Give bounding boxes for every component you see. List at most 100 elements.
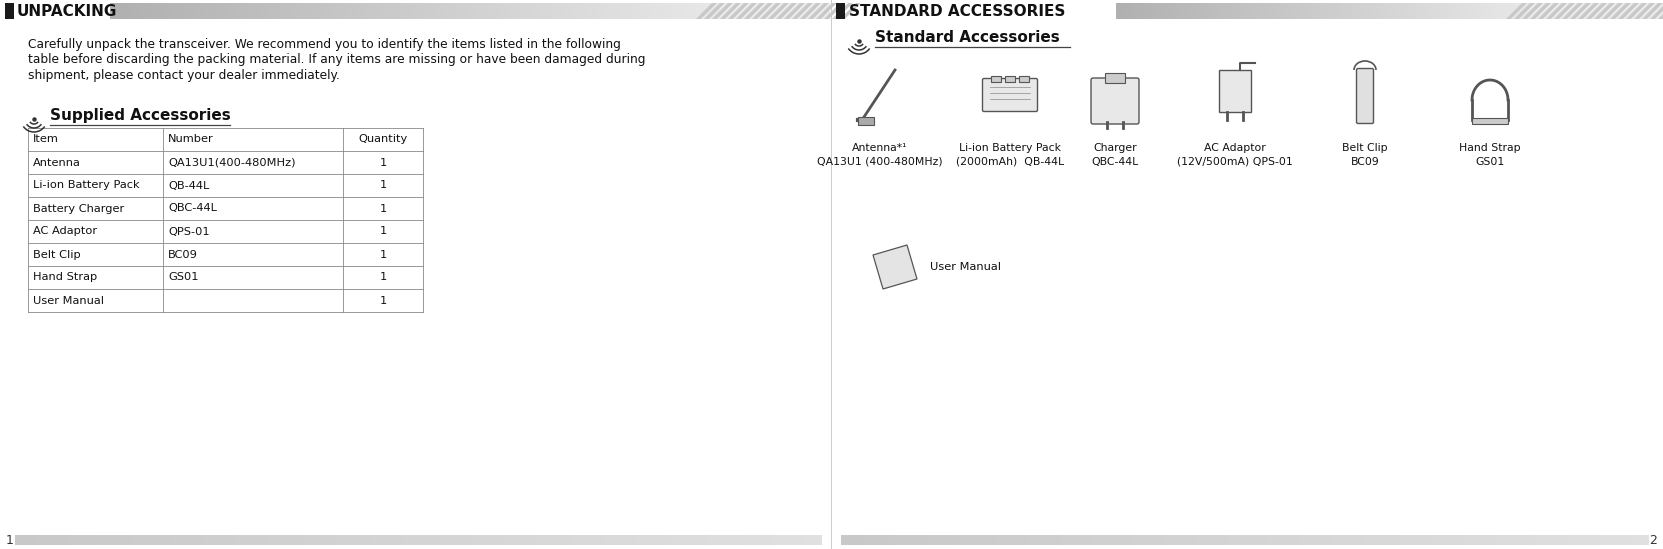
- Bar: [171, 535, 178, 545]
- Bar: [313, 3, 318, 19]
- Bar: [788, 535, 795, 545]
- Bar: [1039, 535, 1046, 545]
- Bar: [577, 3, 582, 19]
- Bar: [565, 3, 570, 19]
- Bar: [1362, 3, 1365, 19]
- Bar: [1234, 535, 1241, 545]
- Bar: [682, 535, 688, 545]
- Bar: [382, 3, 387, 19]
- Bar: [343, 535, 349, 545]
- Bar: [138, 3, 143, 19]
- Bar: [509, 3, 514, 19]
- Bar: [938, 535, 945, 545]
- Bar: [1463, 3, 1467, 19]
- Bar: [1487, 535, 1493, 545]
- Bar: [1347, 3, 1352, 19]
- Bar: [472, 535, 477, 545]
- Text: 1: 1: [379, 295, 386, 305]
- Bar: [289, 535, 296, 545]
- Bar: [1287, 3, 1290, 19]
- Bar: [301, 3, 306, 19]
- Bar: [926, 535, 933, 545]
- Bar: [1133, 3, 1136, 19]
- Bar: [321, 3, 326, 19]
- Bar: [1467, 3, 1470, 19]
- Bar: [416, 3, 421, 19]
- Polygon shape: [1578, 3, 1598, 19]
- Bar: [916, 535, 923, 545]
- Bar: [128, 535, 135, 545]
- Bar: [299, 535, 306, 545]
- Bar: [605, 3, 612, 19]
- Bar: [574, 535, 580, 545]
- Bar: [1104, 73, 1124, 83]
- Bar: [276, 3, 281, 19]
- Polygon shape: [1530, 3, 1552, 19]
- Bar: [439, 3, 444, 19]
- Bar: [547, 535, 554, 545]
- Bar: [150, 535, 156, 545]
- Bar: [1056, 535, 1063, 545]
- Bar: [1482, 535, 1488, 545]
- Text: 1: 1: [379, 272, 386, 283]
- Bar: [358, 3, 363, 19]
- Bar: [1369, 535, 1375, 545]
- Bar: [1345, 3, 1349, 19]
- Bar: [191, 3, 196, 19]
- Bar: [318, 3, 323, 19]
- Bar: [1445, 3, 1448, 19]
- Bar: [1290, 3, 1294, 19]
- Bar: [138, 535, 145, 545]
- Bar: [1395, 535, 1402, 545]
- FancyBboxPatch shape: [983, 79, 1038, 111]
- Bar: [256, 3, 261, 19]
- Bar: [160, 535, 166, 545]
- Bar: [1013, 535, 1019, 545]
- Text: Quantity: Quantity: [358, 135, 407, 144]
- Bar: [1325, 3, 1329, 19]
- Bar: [1068, 535, 1073, 545]
- Text: UNPACKING: UNPACKING: [17, 3, 118, 19]
- Bar: [703, 535, 708, 545]
- Bar: [1347, 535, 1354, 545]
- Bar: [220, 3, 225, 19]
- Bar: [193, 535, 198, 545]
- Bar: [1154, 3, 1159, 19]
- Bar: [349, 3, 354, 19]
- Bar: [846, 535, 853, 545]
- Bar: [1342, 535, 1347, 545]
- Polygon shape: [1635, 3, 1655, 19]
- Bar: [1540, 535, 1547, 545]
- Bar: [1422, 535, 1429, 545]
- Bar: [264, 3, 269, 19]
- Bar: [346, 3, 351, 19]
- Bar: [1522, 3, 1525, 19]
- Bar: [364, 535, 371, 545]
- Bar: [1254, 3, 1257, 19]
- Polygon shape: [1595, 3, 1615, 19]
- Bar: [1257, 3, 1261, 19]
- Bar: [334, 3, 339, 19]
- Bar: [501, 3, 506, 19]
- Bar: [582, 3, 587, 19]
- Bar: [1169, 3, 1172, 19]
- Bar: [717, 3, 722, 19]
- Bar: [1073, 535, 1079, 545]
- Bar: [1616, 535, 1621, 545]
- Bar: [1256, 535, 1262, 545]
- Bar: [906, 535, 911, 545]
- Bar: [1157, 3, 1161, 19]
- Bar: [1237, 3, 1241, 19]
- Bar: [123, 535, 128, 545]
- Bar: [228, 3, 233, 19]
- Bar: [1186, 535, 1192, 545]
- Bar: [1292, 3, 1297, 19]
- Bar: [1061, 535, 1068, 545]
- Bar: [730, 535, 737, 545]
- Bar: [540, 3, 545, 19]
- Bar: [1359, 3, 1362, 19]
- Bar: [1024, 535, 1031, 545]
- Polygon shape: [1610, 3, 1631, 19]
- Bar: [1497, 535, 1503, 545]
- Bar: [622, 535, 629, 545]
